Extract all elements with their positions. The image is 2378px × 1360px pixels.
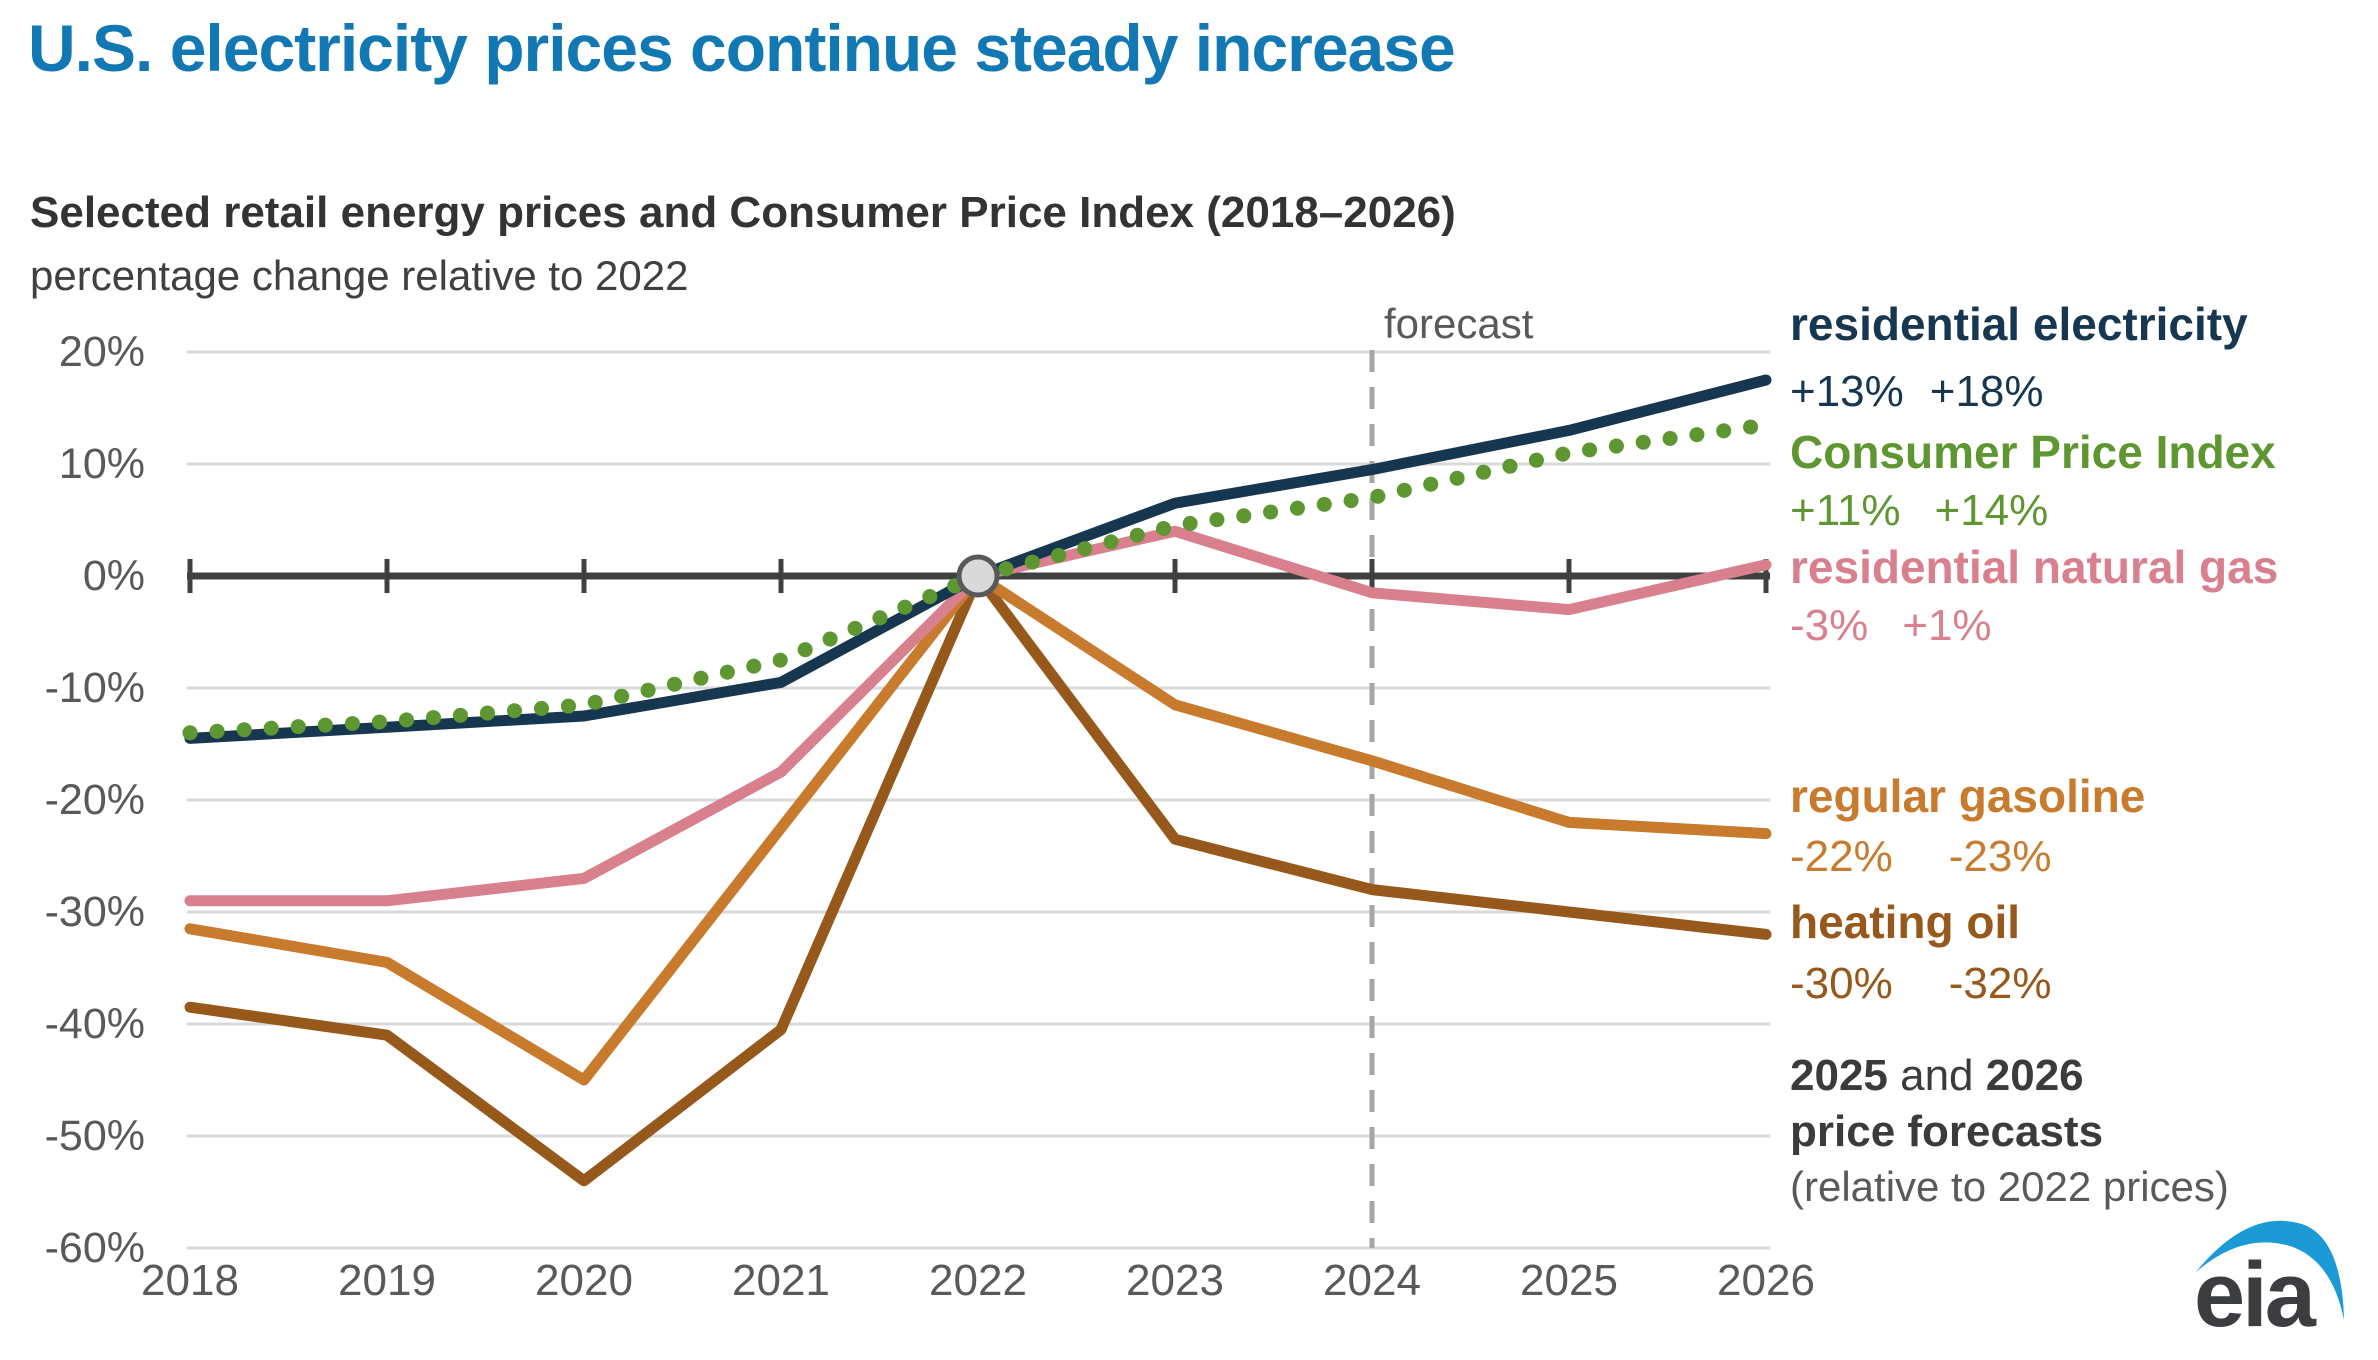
electricity-2025-value: +13% [1790, 367, 1904, 416]
cpi-2026-value: +14% [1934, 486, 2049, 535]
forecast-note-line2: price forecasts [1790, 1107, 2104, 1156]
x-axis-tick-label: 2022 [929, 1256, 1027, 1305]
note-year-2025: 2025 [1790, 1051, 1888, 1100]
heating-oil-2025-value: -30% [1790, 959, 1893, 1008]
eia-logo-swoosh-icon [2196, 1220, 2344, 1320]
forecast-label: forecast [1384, 300, 1534, 347]
y-axis-tick-label: 0% [82, 552, 145, 600]
natural-gas-2026-value: +1% [1902, 601, 1992, 650]
page-title: U.S. electricity prices continue steady … [28, 11, 1456, 85]
legend-label-heating-oil: heating oil [1790, 896, 2020, 948]
y-axis-tick-label: 20% [58, 328, 145, 376]
gridlines [187, 350, 1770, 1250]
base-year-marker [956, 554, 1000, 598]
note-conjunction: and [1887, 1051, 1986, 1100]
legend-values-gasoline: -22% -23% [1790, 833, 2051, 881]
forecast-note-line1: 2025 and 2026 [1790, 1052, 2084, 1100]
x-axis-tick-label: 2023 [1126, 1256, 1224, 1305]
y-axis-tick-label: -30% [44, 888, 145, 936]
x-axis-tick-label: 2021 [732, 1256, 830, 1305]
x-axis-tick-label: 2026 [1717, 1256, 1815, 1305]
gasoline-2025-value: -22% [1790, 832, 1893, 881]
y-axis-tick-label: 10% [58, 440, 145, 488]
chart-subtitle: Selected retail energy prices and Consum… [30, 188, 1456, 237]
legend-values-cpi: +11% +14% [1790, 487, 2048, 535]
series-line-regular-gasoline [184, 570, 1772, 1086]
legend-values-natural-gas: -3% +1% [1790, 602, 1992, 650]
legend-label-cpi: Consumer Price Index [1790, 426, 2276, 478]
eia-logo: eia [2194, 1220, 2344, 1344]
x-axis-tick-label: 2018 [141, 1256, 239, 1305]
natural-gas-2025-value: -3% [1790, 601, 1869, 650]
legend-label-gasoline: regular gasoline [1790, 770, 2146, 822]
cpi-2025-value: +11% [1790, 486, 1901, 535]
electricity-2026-value: +18% [1929, 367, 2044, 416]
forecast-note-line3: (relative to 2022 prices) [1790, 1163, 2229, 1210]
legend-values-heating-oil: -30% -32% [1790, 960, 2051, 1008]
base-year-marker-circle [956, 554, 1000, 598]
y-axis-tick-label: -40% [44, 1000, 145, 1048]
series-line-heating-oil [184, 570, 1772, 1187]
data-series [182, 374, 1774, 1187]
y-axis-tick-label: -10% [44, 664, 145, 712]
x-axis-tick-label: 2019 [338, 1256, 436, 1305]
y-axis-tick-label: -60% [44, 1224, 145, 1272]
eia-logo-text: eia [2194, 1244, 2317, 1344]
legend-label-electricity: residential electricity [1790, 298, 2248, 350]
gasoline-2026-value: -23% [1948, 832, 2052, 881]
legend-label-natural-gas: residential natural gas [1790, 541, 2279, 593]
x-axis-tick-label: 2025 [1520, 1256, 1618, 1305]
x-axis-tick-label: 2020 [535, 1256, 633, 1305]
y-axis-tick-label: -20% [44, 776, 145, 824]
note-year-2026: 2026 [1985, 1051, 2084, 1100]
x-axis-tick-label: 2024 [1323, 1256, 1421, 1305]
chart-units-note: percentage change relative to 2022 [30, 252, 689, 299]
y-axis-tick-label: -50% [44, 1112, 145, 1160]
legend-values-electricity: +13% +18% [1790, 368, 2044, 416]
heating-oil-2026-value: -32% [1948, 959, 2052, 1008]
